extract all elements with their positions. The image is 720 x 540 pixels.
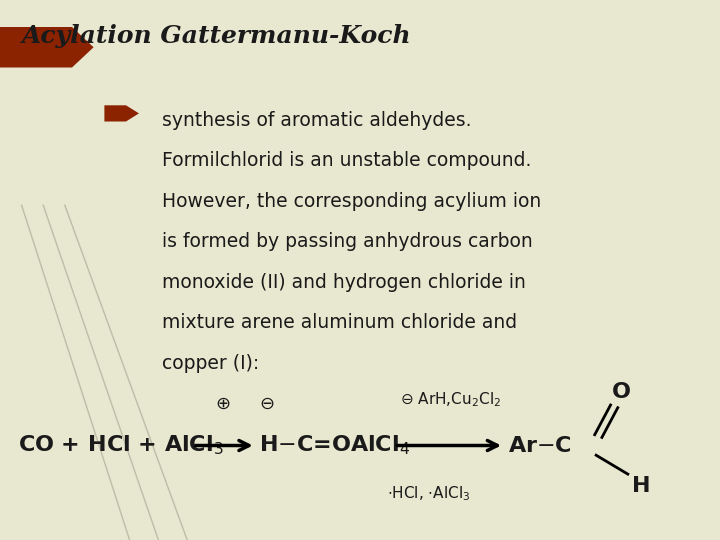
Text: Ar$-$C: Ar$-$C [508, 435, 572, 456]
Text: synthesis of aromatic aldehydes.: synthesis of aromatic aldehydes. [162, 111, 472, 130]
Text: copper (I):: copper (I): [162, 354, 259, 373]
Text: monoxide (II) and hydrogen chloride in: monoxide (II) and hydrogen chloride in [162, 273, 526, 292]
Polygon shape [0, 27, 94, 68]
Text: Formilchlorid is an unstable compound.: Formilchlorid is an unstable compound. [162, 151, 531, 170]
Text: $\cdot$HCl, $\cdot$AlCl$_3$: $\cdot$HCl, $\cdot$AlCl$_3$ [387, 485, 470, 503]
Polygon shape [104, 105, 139, 122]
Text: $\ominus$ ArH,Cu$_2$Cl$_2$: $\ominus$ ArH,Cu$_2$Cl$_2$ [400, 390, 500, 409]
Text: However, the corresponding acylium ion: However, the corresponding acylium ion [162, 192, 541, 211]
Text: mixture arene aluminum chloride and: mixture arene aluminum chloride and [162, 313, 517, 332]
Text: H$-$C=OAlCl$_4$: H$-$C=OAlCl$_4$ [259, 434, 410, 457]
Text: CO + HCl + AlCl$_3$: CO + HCl + AlCl$_3$ [18, 434, 224, 457]
Text: ⊕: ⊕ [215, 394, 231, 413]
Text: Acylation Gattermanu-Koch: Acylation Gattermanu-Koch [22, 24, 411, 48]
Text: ⊖: ⊖ [259, 394, 274, 413]
Text: O: O [612, 381, 631, 402]
Text: H: H [631, 476, 650, 496]
Text: is formed by passing anhydrous carbon: is formed by passing anhydrous carbon [162, 232, 533, 251]
